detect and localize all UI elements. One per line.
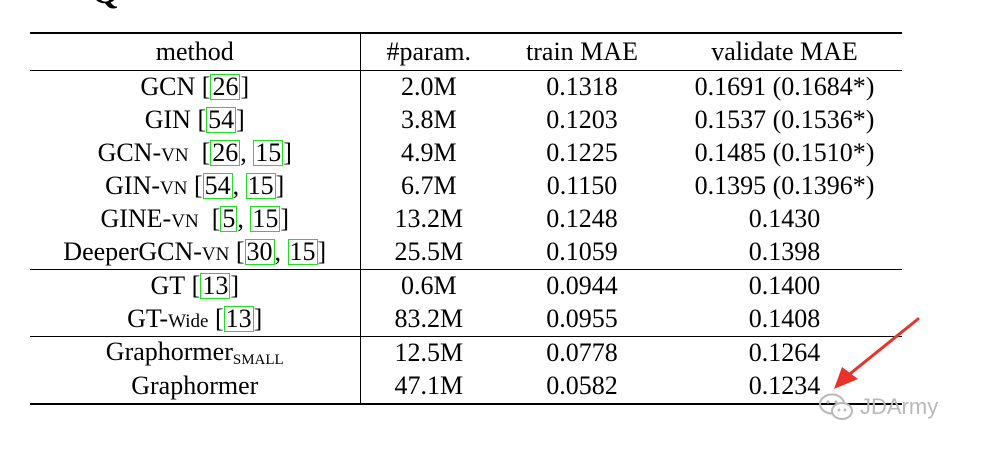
validate-mae-cell: 0.1395 (0.1396*) (694, 171, 875, 200)
validate-mae-cell: 0.1430 (748, 204, 821, 233)
header-method: method (30, 32, 361, 71)
params-cell: 3.8M (400, 105, 457, 134)
citation-link[interactable]: 30 (244, 236, 275, 266)
red-arrow-annotation (834, 317, 920, 389)
table-row: GIN [54] 3.8M 0.1203 0.1537 (0.1536*) (30, 103, 902, 137)
method-cell: GIN [54] (30, 103, 361, 137)
citation-link[interactable]: 15 (245, 170, 276, 200)
params-cell: 4.9M (400, 138, 457, 167)
method-name: DeeperGCN- (63, 236, 202, 266)
params-cell: 13.2M (394, 204, 464, 233)
method-cell: GraphormerSMALL (30, 335, 361, 370)
header-params: #param. (360, 32, 497, 71)
params-cell: 12.5M (360, 335, 497, 370)
method-name: GT- (127, 303, 169, 333)
method-suffix: SMALL (232, 351, 284, 368)
method-name: Graphormer (131, 371, 259, 400)
citation-link[interactable]: 15 (250, 203, 281, 233)
validate-mae-cell: 0.1485 (0.1510*) (694, 138, 875, 167)
train-mae-cell: 0.1248 (546, 204, 618, 233)
train-mae-cell: 0.0944 (497, 268, 667, 303)
table-row: GT [13] 0.6M 0.0944 0.1400 (30, 268, 902, 303)
header-validate-mae: validate MAE (667, 32, 902, 71)
method-cell: DeeperGCN-VN [30, 15] (30, 235, 361, 269)
citation-link[interactable]: 15 (253, 137, 284, 167)
validate-mae-cell: 0.1398 (748, 237, 821, 266)
params-cell: 25.5M (394, 237, 464, 266)
validate-mae-cell: 0.1691 (0.1684*) (694, 72, 875, 101)
method-name: GIN- (105, 170, 161, 200)
method-cell: GCN-VN [26, 15] (30, 136, 361, 170)
method-name: Graphormer (105, 336, 233, 366)
validate-mae-cell: 0.1234 (667, 369, 902, 405)
method-suffix: VN (201, 243, 230, 265)
header-fragment: Q (92, 0, 118, 10)
params-cell: 2.0M (400, 72, 457, 101)
table-row: GraphormerSMALL 12.5M 0.0778 0.1264 (30, 335, 902, 370)
citation-link[interactable]: 26 (210, 71, 241, 101)
method-name: GT (150, 270, 186, 300)
train-mae-cell: 0.1059 (546, 237, 618, 266)
results-table: method #param. train MAE validate MAE GC… (30, 32, 902, 405)
train-mae-cell: 0.1150 (546, 171, 618, 200)
citation-link[interactable]: 13 (223, 303, 254, 333)
train-mae-cell: 0.1318 (546, 72, 618, 101)
method-cell: GT-Wide [13] (30, 302, 361, 336)
params-cell: 0.6M (360, 268, 497, 303)
method-name: GIN (144, 104, 191, 134)
citation-link[interactable]: 13 (200, 270, 231, 300)
train-mae-cell: 0.1203 (546, 105, 618, 134)
watermark: JDArmy (818, 392, 938, 422)
table-row: Graphormer 47.1M 0.0582 0.1234 (30, 369, 902, 405)
validate-mae-cell: 0.1408 (748, 304, 821, 333)
method-cell: GINE-VN [5, 15] (30, 202, 361, 236)
table-row: GCN [26] 2.0M 0.1318 0.1691 (0.1684*) (30, 70, 902, 104)
header-row: method #param. train MAE validate MAE (30, 32, 902, 71)
table-row: GINE-VN [5, 15] 13.2M 0.1248 0.1430 (30, 202, 902, 236)
train-mae-cell: 0.0955 (546, 304, 618, 333)
citation-link[interactable]: 26 (210, 137, 241, 167)
train-mae-cell: 0.0582 (497, 369, 667, 405)
method-name: GCN (140, 71, 196, 101)
table-row: GCN-VN [26, 15] 4.9M 0.1225 0.1485 (0.1510*… (30, 136, 902, 170)
method-name: GINE- (100, 203, 172, 233)
method-suffix: Wide (168, 310, 209, 332)
method-name: GCN- (97, 137, 162, 167)
citation-link[interactable]: 15 (287, 236, 318, 266)
table-row: GIN-VN [54, 15] 6.7M 0.1150 0.1395 (0.1396*… (30, 169, 902, 203)
watermark-text: JDArmy (860, 394, 939, 419)
params-cell: 6.7M (400, 171, 457, 200)
table-row: DeeperGCN-VN [30, 15] 25.5M 0.1059 0.1398 (30, 235, 902, 269)
method-cell: Graphormer (30, 369, 361, 405)
params-cell: 47.1M (360, 369, 497, 405)
wechat-icon (819, 393, 853, 420)
table-row: GT-Wide [13] 83.2M 0.0955 0.1408 (30, 302, 902, 336)
citation-link[interactable]: 54 (206, 104, 237, 134)
method-suffix: VN (160, 177, 188, 199)
validate-mae-cell: 0.1537 (0.1536*) (694, 105, 875, 134)
method-cell: GCN [26] (30, 70, 361, 104)
params-cell: 83.2M (394, 304, 464, 333)
train-mae-cell: 0.0778 (497, 335, 667, 370)
validate-mae-cell: 0.1400 (667, 268, 902, 303)
citation-link[interactable]: 5 (220, 203, 238, 233)
method-cell: GT [13] (30, 268, 361, 303)
method-suffix: VN (161, 144, 189, 166)
method-cell: GIN-VN [54, 15] (30, 169, 361, 203)
method-suffix: VN (171, 210, 199, 232)
train-mae-cell: 0.1225 (546, 138, 618, 167)
header-train-mae: train MAE (497, 32, 667, 71)
citation-link[interactable]: 54 (202, 170, 233, 200)
